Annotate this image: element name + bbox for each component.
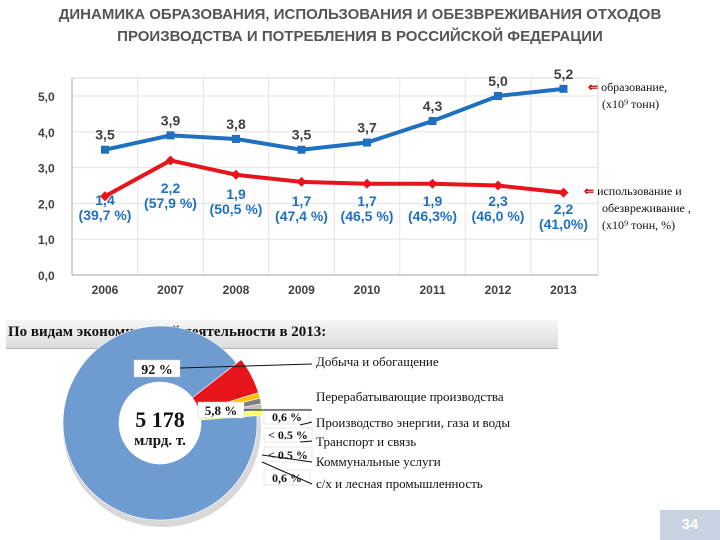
leader-line	[261, 461, 313, 485]
data-label-usage-value: 1,9	[226, 186, 246, 202]
data-label-usage-value: 1,7	[357, 193, 377, 209]
y-tick-label: 4,0	[38, 126, 55, 140]
slice-label: 5,8 %	[205, 403, 238, 418]
slice-label-box	[263, 427, 313, 443]
title-line-2: ПРОИЗВОДСТВА И ПОТРЕБЛЕНИЯ В РОССИЙСКОЙ …	[117, 28, 603, 45]
data-label-usage-value: 1,4	[95, 192, 115, 208]
data-label-usage-value: 1,7	[292, 193, 312, 209]
data-point-usage	[493, 180, 503, 191]
category-manufacturing: Перерабатывающие производства	[316, 389, 504, 404]
section-bar	[6, 320, 558, 349]
legend-usage-line-3: (х10⁹ тонн, %)	[602, 218, 676, 232]
slice-label-box	[263, 469, 311, 486]
data-point-formation	[232, 134, 240, 143]
legend-formation-line-1: образование,	[601, 80, 668, 94]
y-tick-label: 0,0	[38, 269, 55, 283]
slice-label: 0,6 %	[272, 471, 302, 485]
data-point-formation	[297, 145, 306, 154]
title-line-1: ДИНАМИКА ОБРАЗОВАНИЯ, ИСПОЛЬЗОВАНИЯ И ОБ…	[58, 6, 662, 23]
data-point-usage	[231, 169, 241, 180]
x-tick-label: 2012	[485, 283, 512, 297]
category-utilities: Коммунальные услуги	[316, 454, 441, 469]
leader-line	[299, 440, 313, 443]
leader-line	[299, 421, 313, 426]
legend-arrow-icon: ⇐	[584, 184, 595, 198]
data-label-formation: 3,5	[95, 127, 115, 143]
x-tick-label: 2009	[288, 283, 315, 297]
data-label-formation: 3,7	[357, 120, 377, 136]
slice-label: 92 %	[141, 363, 173, 378]
y-tick-label: 5,0	[38, 90, 55, 104]
slice-label-box	[263, 446, 313, 463]
data-point-formation	[559, 84, 568, 93]
data-point-formation	[494, 92, 502, 100]
data-label-usage-share: (46,3%)	[408, 208, 457, 224]
donut-hole	[119, 382, 201, 464]
data-label-usage-share: (46,5 %)	[341, 208, 394, 224]
legend-formation-line-2: (х10⁹ тонн)	[602, 97, 660, 111]
data-label-formation: 3,8	[226, 116, 246, 132]
data-label-usage-share: (41,0%)	[539, 216, 588, 232]
leader-line	[261, 454, 313, 463]
legend-usage-line-2: обезвреживание ,	[602, 201, 691, 215]
data-point-usage	[100, 191, 110, 202]
y-tick-label: 2,0	[38, 197, 55, 211]
data-label-usage-share: (46,0 %)	[472, 208, 525, 224]
data-label-usage-value: 1,9	[423, 193, 443, 209]
legend-arrow-icon: ⇐	[588, 80, 599, 94]
slice-label-box	[133, 359, 181, 378]
data-label-usage-share: (57,9 %)	[144, 195, 197, 211]
category-mining: Добыча и обогащение	[316, 354, 439, 369]
data-point-formation	[363, 138, 371, 147]
data-label-usage-value: 2,2	[554, 201, 574, 217]
data-label-usage-value: 2,2	[161, 180, 181, 196]
page-title: ДИНАМИКА ОБРАЗОВАНИЯ, ИСПОЛЬЗОВАНИЯ И ОБ…	[0, 4, 720, 48]
x-tick-label: 2010	[354, 283, 381, 297]
data-point-usage	[362, 178, 372, 189]
y-tick-label: 1,0	[38, 233, 55, 247]
data-point-formation	[101, 145, 109, 154]
y-tick-label: 3,0	[38, 162, 55, 176]
data-point-usage	[558, 187, 569, 198]
series-line-formation	[104, 86, 564, 152]
series-line-usage	[104, 158, 564, 198]
x-tick-label: 2008	[223, 283, 250, 297]
x-tick-label: 2006	[92, 283, 119, 297]
data-point-formation	[166, 131, 175, 140]
data-label-usage-value: 2,3	[488, 193, 508, 209]
slice-label: < 0.5 %	[268, 448, 308, 462]
data-label-usage-share: (47,4 %)	[275, 208, 328, 224]
x-tick-label: 2013	[550, 283, 577, 297]
data-label-formation: 3,5	[292, 127, 312, 143]
plot-frame	[71, 77, 599, 276]
data-label-formation: 5,0	[488, 73, 508, 89]
category-transport: Транспорт и связь	[316, 434, 417, 449]
donut-total-unit: млрд. т.	[134, 433, 186, 449]
leader-line	[179, 363, 313, 369]
legend-formation: ⇐ образование, (х10⁹ тонн)	[588, 79, 667, 113]
x-tick-label: 2011	[419, 283, 445, 297]
slice-label-box	[263, 408, 311, 425]
category-agriculture: с/х и лесная промышленность	[316, 476, 483, 491]
legend-usage: ⇐ использование и обезвреживание , (х10⁹…	[584, 183, 691, 234]
data-point-usage	[165, 155, 176, 166]
slice-label: < 0.5 %	[268, 428, 308, 442]
data-label-formation: 3,9	[161, 112, 181, 128]
data-point-usage	[427, 178, 438, 189]
category-energy: Производство энергии, газа и воды	[316, 415, 511, 430]
data-label-usage-share: (50,5 %)	[210, 201, 263, 217]
legend-usage-line-1: использование и	[597, 184, 682, 198]
data-label-usage-share: (39,7 %)	[79, 207, 132, 223]
donut-total-value: 5 178	[135, 407, 185, 432]
data-label-formation: 4,3	[423, 98, 443, 114]
data-point-formation	[428, 117, 437, 126]
page-number: 34	[660, 510, 720, 540]
x-tick-label: 2007	[157, 283, 184, 297]
data-label-formation: 5,2	[554, 66, 574, 82]
data-point-usage	[296, 176, 307, 187]
slice-label: 0,6 %	[272, 410, 302, 424]
